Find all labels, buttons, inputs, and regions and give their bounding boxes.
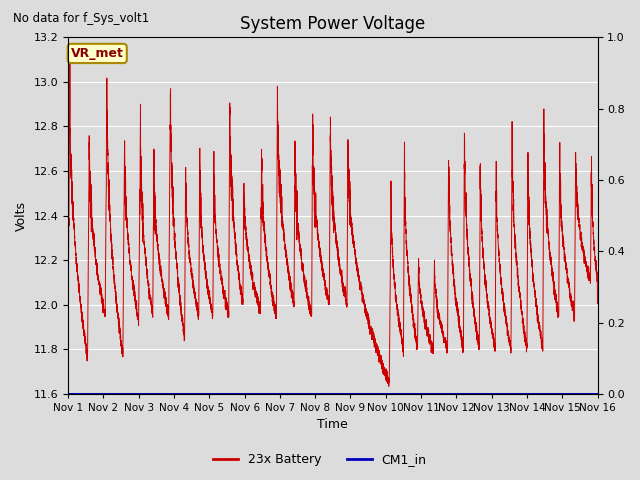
Text: No data for f_Sys_volt1: No data for f_Sys_volt1: [13, 12, 149, 25]
Title: System Power Voltage: System Power Voltage: [240, 15, 426, 33]
Legend: 23x Battery, CM1_in: 23x Battery, CM1_in: [208, 448, 432, 471]
Text: VR_met: VR_met: [71, 47, 124, 60]
Y-axis label: Volts: Volts: [15, 201, 28, 230]
X-axis label: Time: Time: [317, 419, 348, 432]
